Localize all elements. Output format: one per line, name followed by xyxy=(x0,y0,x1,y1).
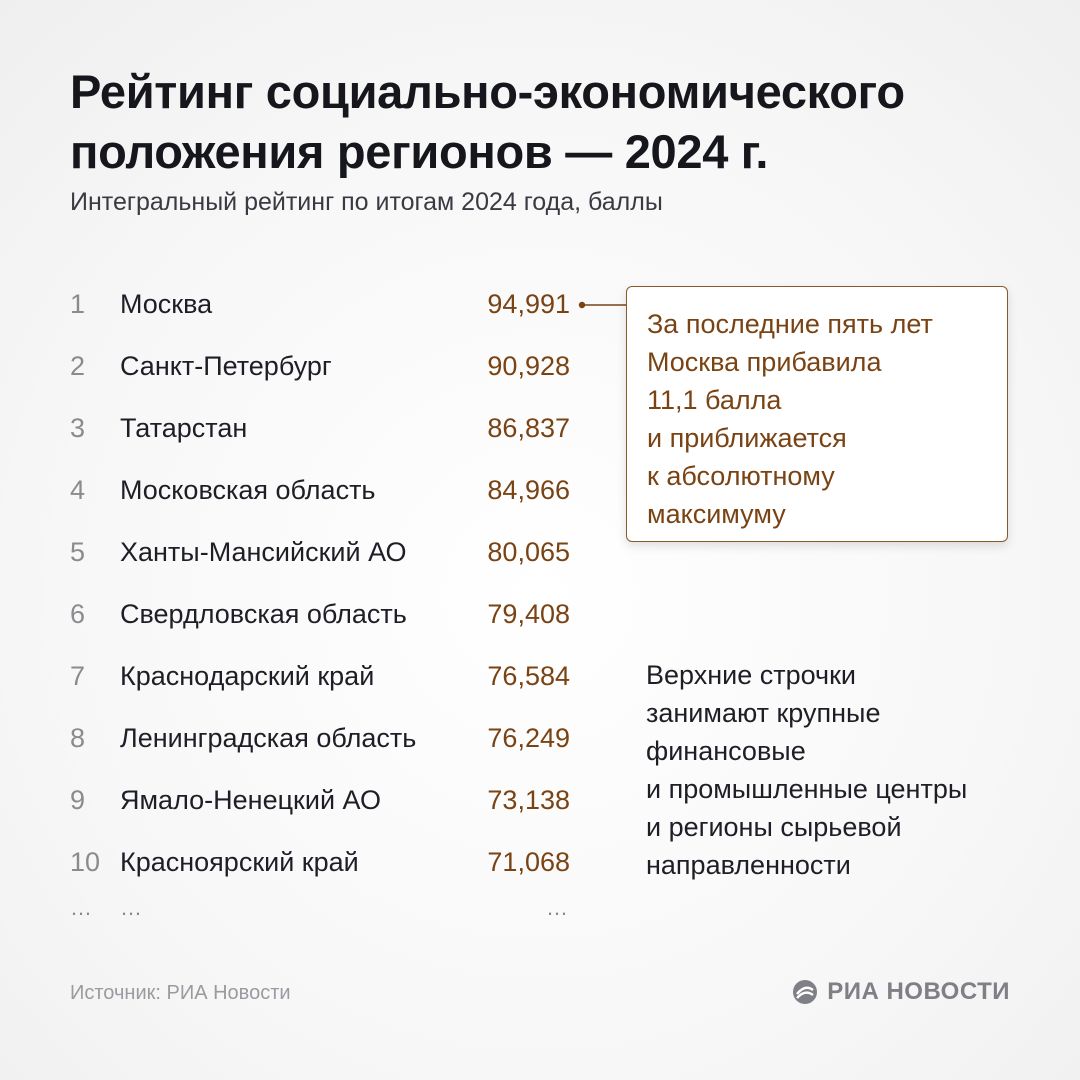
rating-table: 1 Москва 94,991 2 Санкт-Петербург 90,928 3 Тата… xyxy=(70,275,590,935)
callout-line: Москва прибавила xyxy=(647,347,882,377)
page-title: Рейтинг социально-экономического положен… xyxy=(70,62,1030,182)
table-row: 5 Ханты-Мансийский АО 80,065 xyxy=(70,523,590,585)
ellipsis-row: … … … xyxy=(70,895,590,935)
ria-logo-text: РИА НОВОСТИ xyxy=(827,978,1010,1005)
row-region: Ленинградская область xyxy=(120,723,417,753)
side-note: Верхние строчки занимают крупные финансо… xyxy=(646,656,1016,884)
callout-connector xyxy=(578,301,628,309)
row-value: 80,065 xyxy=(487,537,570,567)
table-row: 9 Ямало-Ненецкий АО 73,138 xyxy=(70,771,590,833)
callout-line: 11,1 балла xyxy=(647,385,782,415)
row-value: 73,138 xyxy=(487,785,570,815)
row-region: Краснодарский край xyxy=(120,661,375,691)
row-region: Красноярский край xyxy=(120,847,359,877)
callout-line: и приближается xyxy=(647,423,847,453)
row-rank: 3 xyxy=(70,413,86,443)
row-value: 86,837 xyxy=(487,413,570,443)
callout-line: максимуму xyxy=(647,499,786,529)
ria-logo: РИА НОВОСТИ xyxy=(791,978,1010,1006)
note-line: Верхние строчки xyxy=(646,660,857,690)
table-row: 6 Свердловская область 79,408 xyxy=(70,585,590,647)
moscow-callout: За последние пять лет Москва прибавила 1… xyxy=(626,286,1008,542)
row-rank: 4 xyxy=(70,475,86,505)
row-value: 76,249 xyxy=(487,723,570,753)
row-region: Ямало-Ненецкий АО xyxy=(120,785,381,815)
row-rank: 10 xyxy=(70,847,101,877)
row-value: 71,068 xyxy=(487,847,570,877)
note-line: финансовые xyxy=(646,736,806,766)
table-row: 7 Краснодарский край 76,584 xyxy=(70,647,590,709)
title-line-2: положения регионов — 2024 г. xyxy=(70,125,769,178)
row-rank: 7 xyxy=(70,661,86,691)
row-rank: 6 xyxy=(70,599,86,629)
title-line-1: Рейтинг социально-экономического xyxy=(70,65,905,118)
callout-line: к абсолютному xyxy=(647,461,835,491)
row-region: Ханты-Мансийский АО xyxy=(120,537,407,567)
row-region: Москва xyxy=(120,289,213,319)
row-region: Санкт-Петербург xyxy=(120,351,332,381)
row-region: Московская область xyxy=(120,475,376,505)
row-value: 84,966 xyxy=(487,475,570,505)
ria-logo-icon xyxy=(793,980,818,1004)
row-value: 79,408 xyxy=(487,599,570,629)
row-value: 90,928 xyxy=(487,351,570,381)
row-region: Татарстан xyxy=(120,413,248,443)
table-row: 3 Татарстан 86,837 xyxy=(70,399,590,461)
note-line: и промышленные центры xyxy=(646,774,968,804)
source-label: Источник: РИА Новости xyxy=(70,982,291,1004)
row-region: Свердловская область xyxy=(120,599,407,629)
row-rank: 5 xyxy=(70,537,86,567)
table-row: 4 Московская область 84,966 xyxy=(70,461,590,523)
row-rank: 2 xyxy=(70,351,86,381)
callout-line: За последние пять лет xyxy=(647,309,933,339)
note-line: и регионы сырьевой xyxy=(646,812,902,842)
table-row: 1 Москва 94,991 xyxy=(70,275,590,337)
note-line: занимают крупные xyxy=(646,698,881,728)
table-row: 2 Санкт-Петербург 90,928 xyxy=(70,337,590,399)
row-rank: 9 xyxy=(70,785,86,815)
row-value: 76,584 xyxy=(487,661,570,691)
note-line: направленности xyxy=(646,850,851,880)
table-row: 8 Ленинградская область 76,249 xyxy=(70,709,590,771)
subtitle: Интегральный рейтинг по итогам 2024 года… xyxy=(70,188,663,216)
row-value: 94,991 xyxy=(487,289,570,319)
table-row: 10 Красноярский край 71,068 xyxy=(70,833,590,895)
row-rank: 1 xyxy=(70,289,86,319)
ellipsis: … xyxy=(70,895,94,920)
ellipsis: … xyxy=(546,895,570,920)
row-rank: 8 xyxy=(70,723,86,753)
ellipsis: … xyxy=(120,895,144,920)
